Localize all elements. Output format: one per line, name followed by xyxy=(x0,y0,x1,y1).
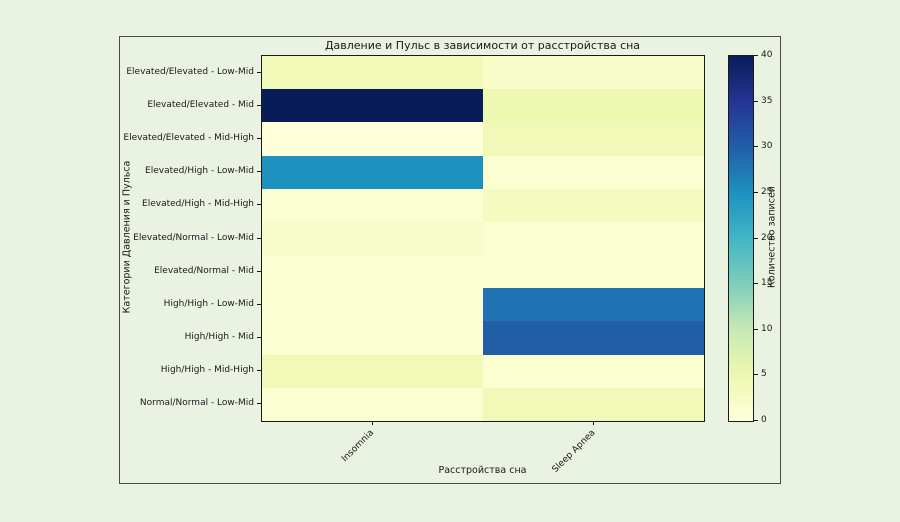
colorbar-label: Количество записей xyxy=(766,186,778,288)
colorbar-tick-label: 0 xyxy=(761,415,767,425)
heatmap-cell xyxy=(483,288,704,322)
heatmap-cell xyxy=(483,255,704,289)
colorbar-tick-mark xyxy=(754,146,758,148)
colorbar-tick-mark xyxy=(754,420,758,421)
colorbar-tick-marks xyxy=(754,55,758,421)
y-tick-mark xyxy=(257,71,261,73)
heatmap-cell xyxy=(262,221,483,256)
colorbar-tick-mark xyxy=(754,100,758,102)
colorbar-tick-label: 20 xyxy=(761,232,773,243)
colorbar xyxy=(728,55,754,422)
colorbar-tick-label: 40 xyxy=(761,50,773,60)
y-tick-label: Elevated/Normal - Mid xyxy=(154,265,254,276)
heatmap-cell xyxy=(262,354,483,388)
y-tick-mark xyxy=(257,337,261,339)
colorbar-tick-mark xyxy=(754,237,758,239)
figure-border xyxy=(119,36,781,484)
x-tick-mark xyxy=(592,421,594,425)
heatmap-cell xyxy=(262,155,483,189)
heatmap-cell xyxy=(483,56,704,90)
heatmap-cell xyxy=(262,255,483,289)
y-tick-label: High/High - Mid-High xyxy=(160,365,254,376)
y-tick-label: Elevated/Elevated - Low-Mid xyxy=(126,66,254,77)
heatmap-cell xyxy=(483,354,704,388)
y-tick-label: Elevated/High - Low-Mid xyxy=(145,166,254,177)
y-tick-label: High/High - Low-Mid xyxy=(163,298,254,309)
x-axis-label: Расстройства сна xyxy=(438,465,527,476)
y-tick-mark xyxy=(257,270,261,272)
y-tick-label: Elevated/High - Mid-High xyxy=(142,199,254,210)
colorbar-tick-mark xyxy=(754,328,758,330)
heatmap-cell xyxy=(483,321,704,355)
chart-title: Давление и Пульс в зависимости от расстр… xyxy=(324,39,641,52)
colorbar-tick-label: 30 xyxy=(761,141,773,152)
y-tick-mark xyxy=(257,370,261,372)
heatmap-cell xyxy=(262,188,483,222)
heatmap-cell xyxy=(483,188,704,222)
y-tick-label: Elevated/Normal - Low-Mid xyxy=(133,232,254,243)
heatmap-cell xyxy=(262,387,483,421)
heatmap-cell xyxy=(262,288,483,322)
x-tick-mark xyxy=(371,421,373,425)
y-axis-label: Категории Давления и Пульса xyxy=(121,160,133,314)
heatmap-cell xyxy=(483,221,704,256)
y-tick-mark xyxy=(257,137,261,139)
y-tick-label: High/High - Mid xyxy=(184,332,254,343)
y-axis-tick-labels: Elevated/Elevated - Low-Mid Elevated/Elev… xyxy=(0,55,254,420)
heatmap-cell xyxy=(483,387,704,421)
y-tick-mark xyxy=(257,204,261,206)
heatmap-cell xyxy=(483,122,704,156)
heatmap-cell xyxy=(262,122,483,156)
y-tick-mark xyxy=(257,104,261,106)
y-tick-label: Elevated/Elevated - Mid xyxy=(147,99,254,110)
heatmap-plot xyxy=(261,55,705,422)
y-tick-label: Normal/Normal - Low-Mid xyxy=(139,398,254,409)
heatmap-cell xyxy=(262,321,483,355)
y-tick-mark xyxy=(257,237,261,239)
colorbar-tick-mark xyxy=(754,55,758,56)
colorbar-tick-labels: 0 5 10 15 20 25 30 35 40 xyxy=(761,50,787,425)
heatmap-cell xyxy=(483,155,704,189)
colorbar-tick-label: 5 xyxy=(761,369,767,380)
heatmap-cell xyxy=(483,89,704,123)
colorbar-tick-mark xyxy=(754,283,758,285)
colorbar-tick-label: 25 xyxy=(761,186,773,197)
heatmap-cell xyxy=(262,56,483,90)
colorbar-tick-label: 10 xyxy=(761,323,773,334)
colorbar-tick-mark xyxy=(754,374,758,376)
y-tick-label: Elevated/Elevated - Mid-High xyxy=(123,132,254,143)
colorbar-tick-label: 35 xyxy=(761,95,773,106)
y-axis-tick-marks xyxy=(257,55,261,420)
y-tick-mark xyxy=(257,403,261,405)
y-tick-mark xyxy=(257,303,261,305)
colorbar-tick-mark xyxy=(754,191,758,193)
y-tick-mark xyxy=(257,171,261,173)
colorbar-tick-label: 15 xyxy=(761,278,773,289)
x-axis-tick-marks xyxy=(261,421,703,425)
heatmap-cell xyxy=(262,89,483,123)
